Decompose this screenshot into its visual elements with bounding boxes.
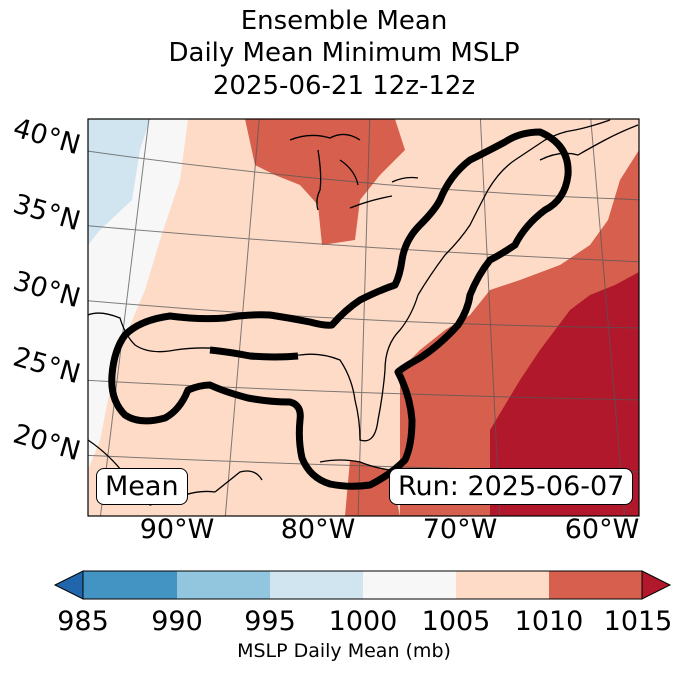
- colorbar-tick-1010: 1010: [514, 606, 584, 637]
- colorbar-990-995: [177, 571, 270, 599]
- lake-superior: [289, 133, 361, 141]
- colorbar-1010-1015: [549, 571, 642, 599]
- coast-yucatan: [214, 470, 263, 493]
- title-line-3: 2025-06-21 12z-12z: [212, 71, 476, 101]
- lake-michigan: [316, 149, 322, 211]
- lake-erie: [349, 195, 393, 209]
- run-date-badge: Run: 2025-06-07: [389, 468, 634, 505]
- colorbar-graphic: [53, 570, 672, 600]
- field-1010-1015-north: [245, 119, 405, 245]
- colorbar-1005-1010: [456, 571, 549, 599]
- mean-badge: Mean: [96, 468, 188, 505]
- region-outline: [108, 128, 572, 490]
- colorbar-tick-1005: 1005: [421, 606, 491, 637]
- colorbar-1000-1005: [363, 571, 456, 599]
- lake-huron: [339, 159, 359, 186]
- title-line-1: Ensemble Mean: [240, 6, 448, 36]
- colorbar-995-1000: [270, 571, 363, 599]
- lon-label-90w: 90°W: [139, 514, 215, 545]
- title-line-2: Daily Mean Minimum MSLP: [168, 38, 520, 68]
- colorbar-985-990: [83, 571, 177, 599]
- lon-label-80w: 80°W: [280, 514, 356, 545]
- coast-mexico: [88, 439, 216, 506]
- lon-label-60w: 60°W: [564, 514, 640, 545]
- field-995-1000: [88, 119, 150, 245]
- colorbar-tick-1015: 1015: [603, 606, 673, 637]
- coast-nova-scotia: [539, 124, 639, 161]
- colorbar-under: [53, 570, 84, 600]
- colorbar-tick-990: 990: [151, 606, 203, 637]
- region-outline-inner: [209, 346, 299, 361]
- colorbar-tick-995: 995: [244, 606, 296, 637]
- coast-east: [417, 119, 611, 296]
- colorbar-tick-1000: 1000: [328, 606, 398, 637]
- colorbar-label: MSLP Daily Mean (mb): [237, 640, 451, 662]
- lake-ontario: [391, 176, 419, 183]
- field-over-1015: [490, 272, 639, 516]
- colorbar-tick-985: 985: [57, 606, 109, 637]
- colorbar-over: [641, 570, 672, 600]
- lon-label-70w: 70°W: [422, 514, 498, 545]
- coast-gulf: [88, 294, 419, 442]
